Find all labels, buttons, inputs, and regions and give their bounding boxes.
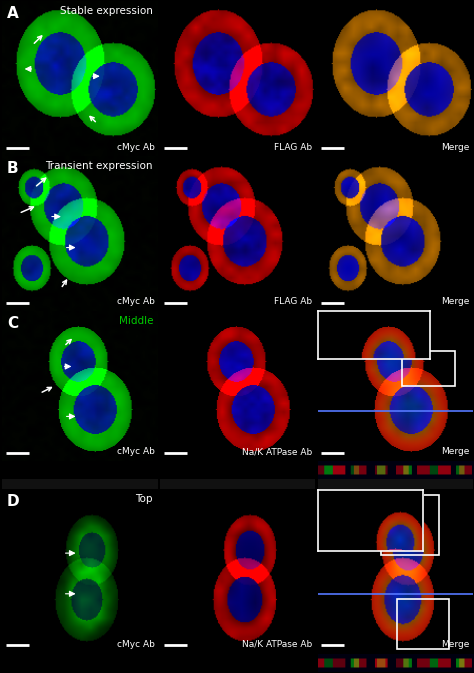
Text: C: C [7,316,18,330]
Text: Na/K ATPase Ab: Na/K ATPase Ab [242,448,312,456]
Text: Merge: Merge [442,143,470,151]
Text: B: B [7,161,18,176]
Bar [397,599,449,649]
Text: cMyc Ab: cMyc Ab [117,143,155,151]
Bar [381,495,439,555]
Text: Merge: Merge [442,448,470,456]
Text: Middle: Middle [118,316,153,326]
Text: A: A [7,6,19,21]
Text: Transient expression: Transient expression [46,161,153,171]
Text: Na/K ATPase Ab: Na/K ATPase Ab [242,640,312,649]
Text: FLAG Ab: FLAG Ab [274,143,312,151]
Text: Merge: Merge [442,640,470,649]
Text: cMyc Ab: cMyc Ab [117,448,155,456]
Bar [402,351,455,386]
Text: D: D [7,494,19,509]
Text: Stable expression: Stable expression [60,6,153,16]
Text: cMyc Ab: cMyc Ab [117,297,155,306]
Text: FLAG Ab: FLAG Ab [274,297,312,306]
Text: cMyc Ab: cMyc Ab [117,640,155,649]
Text: Top: Top [136,494,153,504]
Text: Merge: Merge [442,297,470,306]
